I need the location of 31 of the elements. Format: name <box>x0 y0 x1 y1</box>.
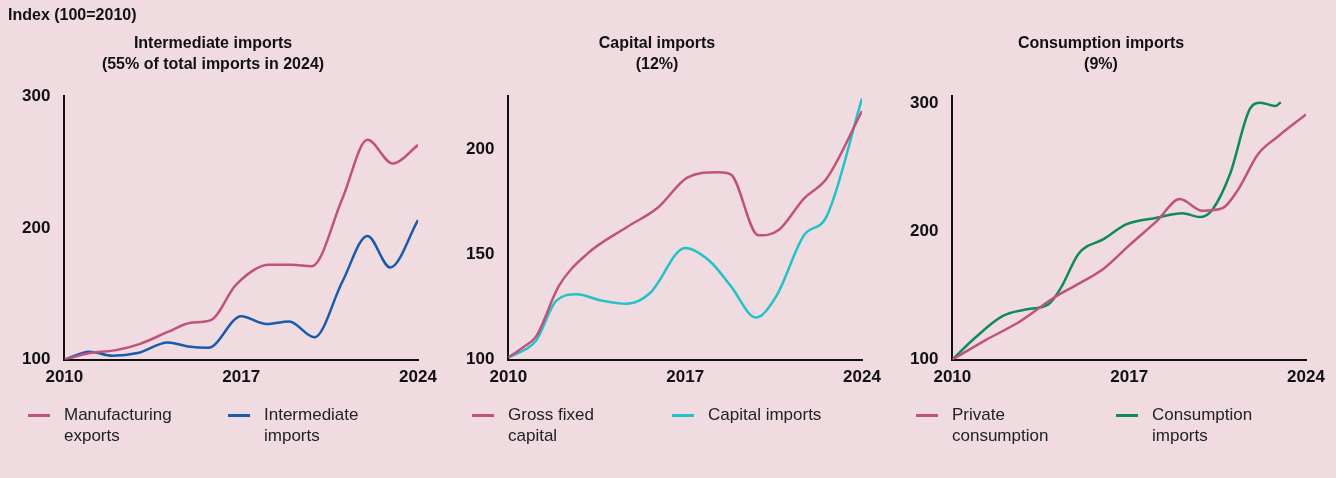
x-tick-label: 2024 <box>399 367 438 387</box>
y-tick-label: 300 <box>909 92 939 112</box>
x-tick-label: 2017 <box>666 367 705 387</box>
chart-title: Intermediate imports <box>133 34 293 52</box>
x-tick-label: 2017 <box>1110 367 1149 387</box>
y-tick-label: 200 <box>21 217 51 237</box>
x-tick-label: 2024 <box>843 367 882 387</box>
y-tick-label: 150 <box>465 244 495 264</box>
chart-title: Consumption imports <box>1017 34 1185 52</box>
x-tick-label: 2010 <box>489 367 528 387</box>
chart-subtitle: (12%) <box>635 55 679 73</box>
y-tick-label: 100 <box>465 349 495 369</box>
legend-label: Intermediate imports <box>264 404 360 446</box>
chart-subtitle: (9%) <box>1084 55 1118 73</box>
x-tick-label: 2024 <box>1287 367 1326 387</box>
legend-label: Consumption imports <box>1152 404 1254 446</box>
x-tick-label: 2017 <box>222 367 261 387</box>
chart-subtitle: (55% of total imports in 2024) <box>101 55 325 73</box>
chart-title: Capital imports <box>598 34 716 52</box>
x-tick-label: 2010 <box>45 367 84 387</box>
y-tick-label: 300 <box>21 86 51 106</box>
x-tick-label: 2010 <box>933 367 972 387</box>
y-tick-label: 200 <box>909 220 939 240</box>
y-tick-label: 200 <box>465 138 495 158</box>
y-axis-title: Index (100=2010) <box>8 6 138 24</box>
legend-label: Gross fixed capital <box>508 404 595 446</box>
y-tick-label: 100 <box>909 349 939 369</box>
legend-label: Capital imports <box>708 404 822 425</box>
legend-label: Private consumption <box>952 404 1050 446</box>
y-tick-label: 100 <box>21 349 51 369</box>
legend-label: Manufacturing exports <box>64 404 173 446</box>
